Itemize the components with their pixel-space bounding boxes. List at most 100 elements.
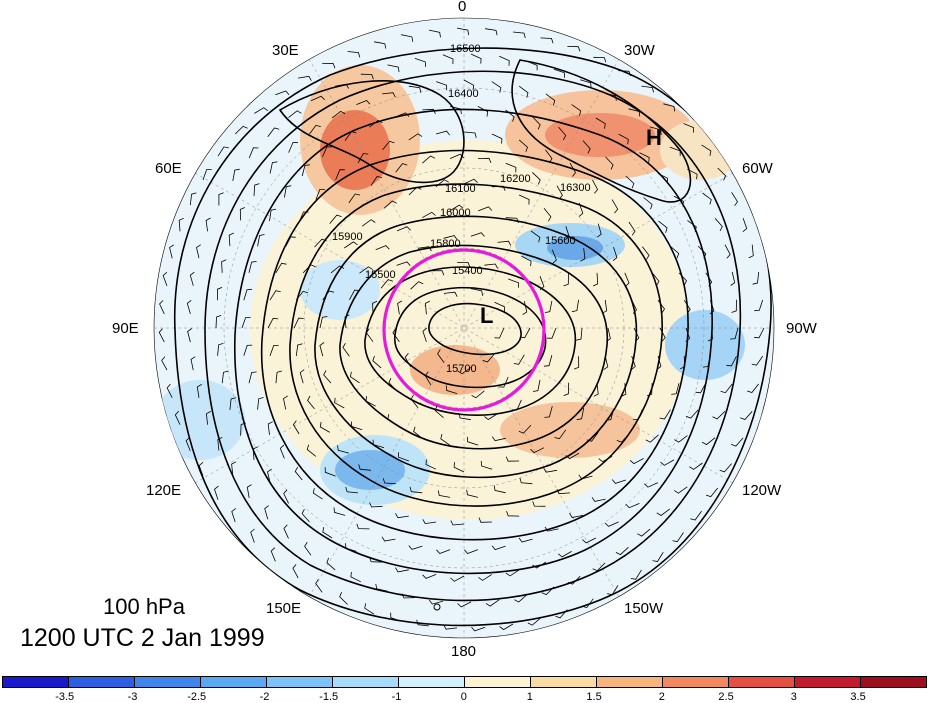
wind-barb: [491, 81, 502, 93]
wind-barb: [754, 299, 764, 312]
wind-barb: [214, 485, 219, 500]
wind-barb: [234, 125, 248, 135]
wind-barb: [544, 300, 553, 313]
wind-barb: [243, 344, 253, 356]
wind-barb: [322, 527, 333, 539]
wind-barb: [443, 291, 458, 297]
wind-barb: [518, 85, 529, 98]
contour-label: 15900: [332, 231, 363, 243]
wind-barb: [413, 426, 423, 439]
wind-barb: [295, 343, 303, 357]
wind-barb: [267, 468, 272, 483]
wind-barb: [395, 567, 409, 573]
wind-barb: [497, 240, 512, 246]
wind-barb: [356, 523, 370, 530]
wind-barb: [491, 545, 506, 551]
wind-barb: [437, 490, 451, 498]
wind-barb: [563, 273, 569, 287]
wind-barb: [458, 412, 471, 421]
wind-barb: [410, 281, 424, 290]
wind-barb: [683, 123, 695, 133]
wind-barb: [285, 236, 296, 247]
wind-barb: [673, 195, 684, 207]
wind-barb: [671, 383, 680, 395]
wind-barb: [685, 409, 699, 419]
contour-label: 16300: [560, 182, 591, 194]
lon-label-60w: 60W: [742, 160, 773, 177]
wind-barb: [410, 394, 419, 408]
lon-label-90e: 90E: [112, 320, 139, 337]
wind-barb: [754, 327, 765, 339]
wind-barb: [372, 355, 382, 369]
grid-lines: [154, 18, 774, 638]
wind-barb: [532, 379, 541, 392]
wind-barb: [541, 586, 555, 596]
wind-barb: [434, 405, 444, 419]
wind-barb: [637, 528, 651, 537]
wind-barb: [442, 54, 454, 65]
wind-barb: [463, 79, 475, 91]
wind-barb: [618, 133, 629, 145]
wind-barb: [395, 163, 408, 173]
wind-barb: [369, 119, 383, 128]
wind-barb: [335, 83, 350, 89]
pressure-level-title: 100 hPa: [103, 594, 185, 619]
wind-barb: [422, 519, 437, 525]
colorbar-box: [860, 676, 927, 688]
wind-barb: [387, 64, 400, 73]
colorbar-tick-label: -2.5: [187, 691, 207, 703]
wind-barb: [551, 249, 557, 264]
wind-barb: [701, 144, 712, 156]
wind-barb: [470, 288, 483, 296]
wind-barb: [248, 261, 257, 273]
lon-label-120e: 120E: [146, 482, 182, 499]
wind-barb: [631, 355, 636, 370]
wind-barb: [540, 37, 554, 44]
wind-barb: [596, 223, 602, 238]
wind-barb: [267, 127, 280, 138]
wind-barb: [344, 241, 358, 249]
wind-barb: [582, 140, 591, 154]
wind-barb: [443, 235, 458, 240]
wind-barb: [463, 178, 478, 185]
wind-barb: [565, 226, 570, 241]
wind-barb: [567, 575, 581, 585]
colorbar-box: [398, 676, 465, 688]
wind-barb: [685, 327, 691, 342]
wind-barb: [484, 263, 498, 269]
wind-barb: [422, 327, 427, 342]
wind-barb: [680, 355, 686, 370]
colorbar-box: [530, 676, 597, 688]
wind-barb: [695, 383, 707, 394]
wind-barb: [555, 609, 568, 619]
wind-barb: [470, 53, 482, 64]
wind-barb: [345, 543, 357, 552]
wind-barb: [646, 383, 653, 397]
low-marker: L: [480, 303, 493, 328]
wind-barb: [457, 367, 472, 375]
wind-barb: [382, 140, 395, 150]
wind-barb: [629, 458, 644, 465]
wind-barb: [657, 173, 669, 184]
wind-barb: [422, 108, 436, 115]
wind-barb: [576, 407, 585, 421]
wind-barb: [408, 133, 423, 141]
wind-barb: [239, 207, 246, 221]
wind-barb: [275, 90, 290, 96]
wind-barb: [630, 569, 642, 580]
wind-barb: [492, 185, 506, 191]
wind-barb: [443, 624, 458, 630]
contour-label: 15600: [545, 235, 576, 247]
wind-barb: [344, 131, 357, 141]
wind-barb: [499, 55, 510, 66]
wind-barb: [302, 264, 316, 274]
wind-barb: [543, 208, 552, 222]
wind-barb: [298, 75, 312, 81]
wind-barb: [408, 85, 422, 93]
colorbar-tick-label: 3.5: [850, 691, 866, 703]
wind-barb: [586, 432, 599, 442]
wind-barb: [633, 409, 643, 420]
wind-barb: [241, 317, 251, 329]
wind-barb: [641, 246, 650, 260]
wind-barb: [347, 51, 361, 58]
